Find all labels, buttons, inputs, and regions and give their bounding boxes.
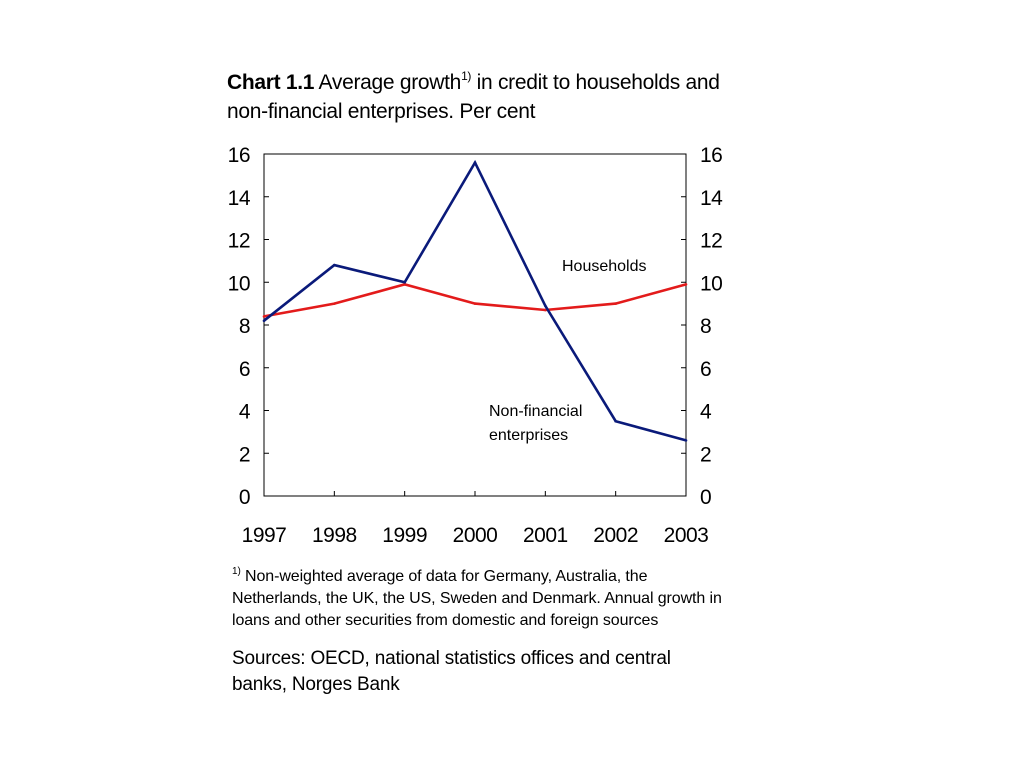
y-tick-label-right: 12 — [700, 230, 722, 253]
chart-annotations: Households Non-financial enterprises — [489, 258, 647, 444]
chart-title-text-cont: in credit to households and non-financia… — [227, 71, 720, 123]
y-tick-label-right: 8 — [700, 315, 711, 338]
y-tick-label-left: 4 — [239, 401, 251, 424]
y-tick-label-left: 2 — [239, 443, 250, 466]
series-point — [473, 302, 477, 305]
series-point — [614, 302, 617, 305]
chart-title: Chart 1.1 Average growth1) in credit to … — [227, 68, 747, 126]
y-tick-label-right: 10 — [700, 272, 722, 295]
series-point — [403, 280, 406, 284]
y-tick-label-right: 16 — [700, 144, 722, 167]
y-tick-label-right: 4 — [700, 401, 712, 424]
plot-frame — [263, 153, 687, 497]
title-footnote-marker: 1) — [461, 69, 472, 83]
y-tick-label-right: 14 — [700, 187, 723, 210]
annotation-households: Households — [562, 258, 647, 275]
series-point — [333, 263, 336, 267]
chart-axes — [263, 153, 687, 497]
y-tick-label-left: 6 — [239, 358, 250, 381]
y-tick-label-left: 8 — [239, 315, 250, 338]
x-tick-label: 1998 — [312, 524, 357, 547]
y-tick-label-right: 6 — [700, 358, 711, 381]
series-point — [614, 419, 617, 423]
x-tick-label: 2002 — [593, 524, 638, 547]
annotation-non-financial-enterprises: enterprises — [489, 427, 568, 444]
y-tick-label-left: 16 — [228, 144, 250, 167]
y-tick-label-left: 0 — [239, 486, 250, 509]
chart-series — [262, 159, 688, 442]
x-tick-label: 1999 — [382, 524, 427, 547]
annotation-non-financial-enterprises: Non-financial — [489, 403, 582, 420]
series-point — [262, 319, 266, 323]
series-point — [473, 161, 477, 164]
x-tick-label: 2000 — [453, 524, 498, 547]
sources-note: Sources: OECD, national statistics offic… — [232, 648, 671, 695]
footnote-text: Non-weighted average of data for Germany… — [232, 568, 722, 629]
y-tick-label-left: 14 — [228, 187, 251, 210]
series-point — [262, 315, 266, 318]
y-tick-label-right: 0 — [700, 486, 711, 509]
series-point — [684, 439, 688, 442]
x-tick-label: 2001 — [523, 524, 568, 547]
series-line-households — [263, 283, 687, 318]
y-tick-label-right: 2 — [700, 443, 711, 466]
chart-ticks: 0 0 2 2 4 4 6 6 8 8 10 10 12 12 14 14 16 16 1997 1998 1999 20… — [228, 144, 724, 547]
y-tick-label-left: 10 — [228, 272, 250, 295]
footnote: 1) Non-weighted average of data for Germ… — [232, 566, 732, 632]
series-point — [333, 302, 336, 305]
x-tick-label: 2003 — [664, 524, 709, 547]
x-tick-label: 1997 — [242, 524, 287, 547]
footnote-marker: 1) — [232, 566, 241, 577]
chart-number: Chart 1.1 — [227, 71, 315, 94]
chart-title-text: Average growth — [314, 71, 462, 94]
y-tick-label-left: 12 — [228, 230, 250, 253]
series-point — [684, 283, 688, 286]
series-point — [544, 304, 547, 308]
